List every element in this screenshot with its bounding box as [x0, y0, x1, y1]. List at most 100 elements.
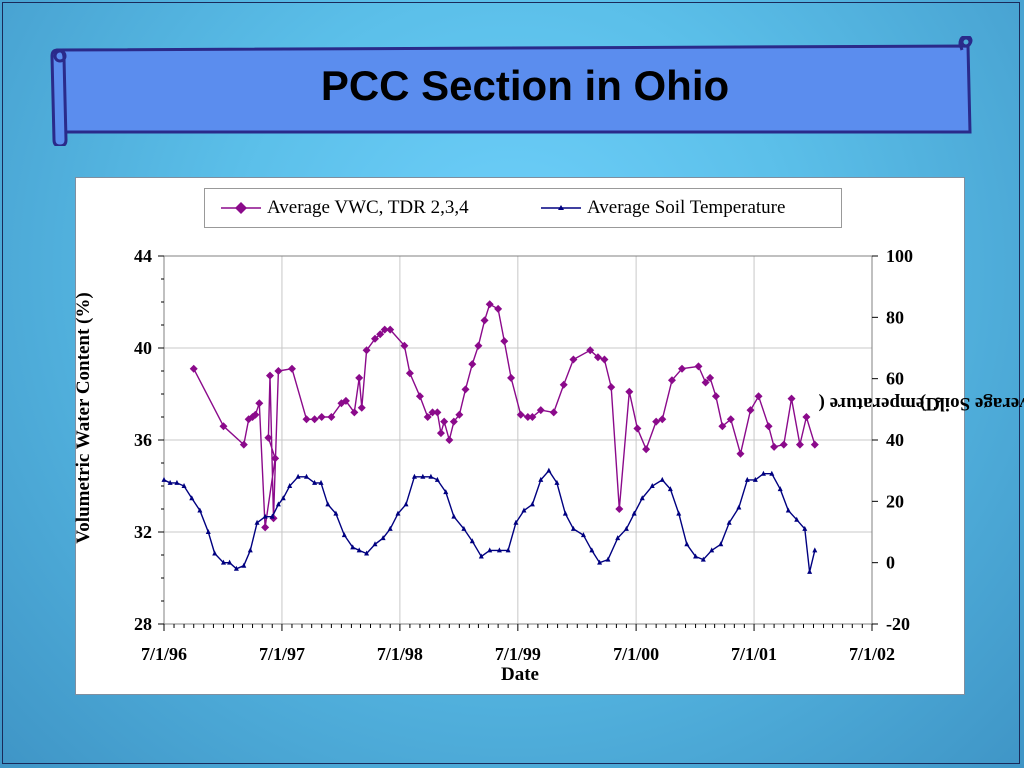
data-point-vwc [625, 387, 634, 396]
data-point-temperature [247, 547, 253, 553]
data-point-temperature [304, 473, 310, 479]
data-point-vwc [516, 410, 525, 419]
data-point-vwc [251, 410, 260, 419]
data-point-temperature [631, 510, 637, 516]
y-tick-label-left: 40 [134, 338, 152, 358]
data-point-vwc [615, 505, 624, 513]
data-point-temperature [597, 559, 603, 565]
data-point-temperature [469, 538, 475, 544]
data-point-temperature [676, 510, 682, 516]
y2-title-suffix: C) [919, 393, 940, 414]
data-point-vwc [423, 413, 432, 421]
data-point-vwc [433, 408, 442, 417]
data-point-temperature [794, 516, 800, 522]
data-point-vwc [569, 355, 578, 364]
data-point-temperature [269, 513, 275, 519]
data-point-vwc [694, 362, 703, 371]
data-point-temperature [241, 562, 247, 568]
data-point-vwc [400, 341, 409, 350]
data-point-vwc [355, 373, 364, 382]
data-point-vwc [271, 454, 280, 463]
data-point-temperature [554, 479, 560, 485]
data-point-temperature [487, 547, 493, 553]
data-point-temperature [220, 559, 226, 565]
data-point-temperature [356, 547, 362, 553]
data-point-vwc [436, 429, 445, 438]
data-point-temperature [513, 519, 519, 525]
data-point-temperature [615, 535, 621, 541]
y-tick-label-left: 36 [134, 430, 152, 450]
data-point-vwc [667, 376, 676, 385]
data-point-vwc [528, 413, 537, 421]
data-point-vwc [559, 380, 568, 389]
data-point-vwc [371, 334, 380, 343]
data-point-temperature [478, 553, 484, 559]
data-point-vwc [523, 413, 532, 421]
data-point-vwc [219, 422, 228, 431]
data-point-temperature [812, 547, 818, 553]
data-point-vwc [264, 433, 273, 442]
data-point-temperature [287, 483, 293, 488]
data-point-temperature [233, 565, 239, 571]
data-point-vwc [770, 442, 779, 451]
data-point-temperature [709, 547, 715, 553]
data-point-vwc [633, 424, 642, 433]
data-point-vwc [494, 304, 503, 313]
data-point-temperature [428, 473, 434, 479]
data-point-temperature [364, 550, 370, 556]
data-point-vwc [341, 396, 350, 405]
data-point-temperature [451, 513, 457, 519]
data-point-vwc [706, 373, 715, 382]
data-point-temperature [529, 501, 535, 507]
data-point-vwc [265, 371, 274, 380]
data-point-vwc [274, 367, 283, 375]
data-point-temperature [659, 476, 665, 482]
data-point-temperature [227, 559, 233, 565]
data-point-temperature [280, 495, 286, 501]
x-axis-title: Date [501, 664, 539, 685]
data-point-vwc [746, 406, 755, 415]
data-point-temperature [546, 467, 552, 473]
y-tick-label-left: 32 [134, 522, 152, 542]
data-point-vwc [607, 383, 616, 392]
data-point-temperature [205, 529, 211, 534]
data-point-vwc [449, 417, 458, 426]
data-point-vwc [239, 440, 248, 449]
data-point-vwc [415, 392, 424, 401]
y-tick-label-right: 100 [886, 246, 913, 266]
data-point-temperature [589, 547, 595, 553]
data-point-vwc [248, 413, 257, 421]
data-point-temperature [649, 483, 655, 488]
data-point-temperature [181, 483, 187, 488]
data-point-vwc [386, 325, 395, 334]
data-point-temperature [380, 535, 386, 541]
data-point-temperature [580, 532, 586, 538]
data-point-vwc [405, 369, 414, 378]
data-point-temperature [718, 541, 724, 547]
dual-axis-line-chart: 28 32 36 40 44 -20 0 20 40 60 80 100 7/1/96 7/1/97 7/1… [134, 246, 913, 664]
legend-label-temp: Average Soil Temperature [587, 197, 786, 218]
y-tick-label-right: 20 [886, 491, 904, 511]
data-point-temperature [461, 525, 467, 531]
y-axis-title-right-text: Average Soil Temperature (o C) [819, 393, 1024, 414]
data-point-temperature [174, 479, 180, 485]
x-tick-label: 7/1/99 [495, 644, 541, 664]
title-banner [50, 36, 975, 146]
data-point-vwc [507, 373, 516, 382]
data-point-temperature [197, 507, 203, 513]
data-point-vwc [593, 353, 602, 362]
data-point-vwc [327, 413, 336, 421]
data-point-vwc [652, 417, 661, 426]
chart-legend: Average VWC, TDR 2,3,4 Average Soil Temp… [204, 188, 842, 228]
data-point-temperature [420, 473, 426, 479]
data-point-temperature [254, 519, 260, 525]
data-point-temperature [752, 476, 758, 482]
data-point-temperature [769, 470, 775, 476]
series-line-vwc [193, 303, 816, 528]
data-point-temperature [341, 532, 347, 538]
data-point-vwc [549, 408, 558, 417]
data-point-vwc [642, 445, 651, 454]
y-tick-label-left: 28 [134, 614, 152, 634]
legend-label-vwc: Average VWC, TDR 2,3,4 [267, 197, 469, 218]
